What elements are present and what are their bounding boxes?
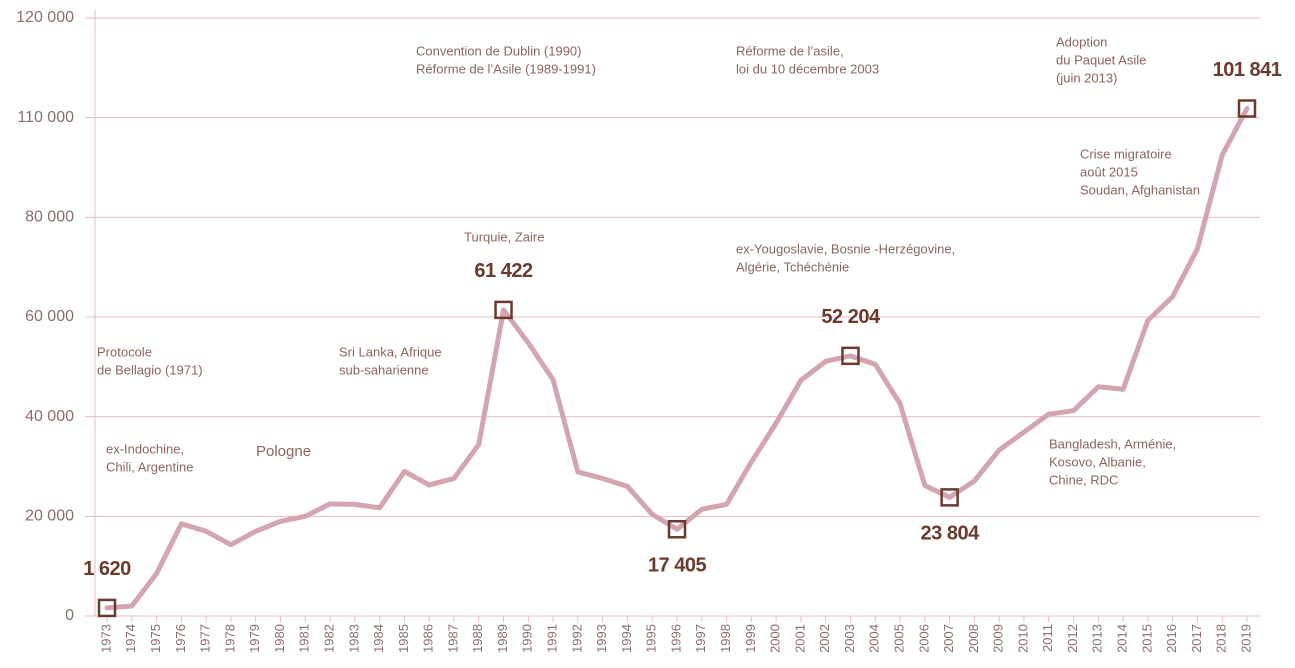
x-tick-label: 1973 xyxy=(98,624,113,653)
x-tick-label: 2017 xyxy=(1189,624,1204,653)
annotation: du Paquet Asile xyxy=(1056,52,1146,67)
x-tick-label: 2011 xyxy=(1040,624,1055,652)
x-tick-label: 2003 xyxy=(842,624,857,653)
x-tick-label: 2001 xyxy=(792,624,807,653)
y-tick-label: 80 000 xyxy=(25,209,74,226)
x-tick-label: 2014 xyxy=(1115,624,1130,653)
point-marker xyxy=(1237,99,1257,118)
x-tick-label: 2015 xyxy=(1139,624,1154,653)
x-tick-label: 1990 xyxy=(520,624,535,653)
data-label: 23 804 xyxy=(921,523,981,545)
x-tick-label: 1979 xyxy=(247,624,262,653)
x-tick-label: 2012 xyxy=(1065,624,1080,653)
annotation: Réforme de l’asile, xyxy=(736,43,844,58)
data-label: 1 620 xyxy=(83,558,131,580)
x-tick-label: 1991 xyxy=(545,624,560,653)
annotation: Chili, Argentine xyxy=(106,459,193,474)
x-tick-label: 1989 xyxy=(495,624,510,653)
annotation: Soudan, Afghanistan xyxy=(1080,182,1200,197)
x-tick-label: 1998 xyxy=(718,624,733,653)
y-tick-label: 120 000 xyxy=(16,9,74,26)
point-marker xyxy=(97,598,117,618)
x-tick-label: 2019 xyxy=(1238,624,1253,653)
x-tick-label: 2009 xyxy=(991,624,1006,653)
annotation: Algérie, Tchéchénie xyxy=(736,259,849,274)
y-tick-label: 0 xyxy=(65,607,74,624)
x-tick-label: 2008 xyxy=(966,624,981,653)
point-marker xyxy=(841,346,860,366)
x-tick-label: 1997 xyxy=(693,624,708,653)
annotation: (juin 2013) xyxy=(1056,70,1117,85)
data-label: 61 422 xyxy=(474,260,533,282)
x-tick-label: 1982 xyxy=(321,624,336,653)
x-tick-label: 1976 xyxy=(173,624,188,653)
annotation: Kosovo, Albanie, xyxy=(1049,454,1146,469)
point-marker xyxy=(667,520,687,539)
point-marker xyxy=(940,488,959,507)
annotation: Protocole xyxy=(97,344,152,359)
x-tick-label: 1988 xyxy=(470,624,485,653)
data-label: 101 841 xyxy=(1213,59,1282,81)
x-tick-label: 1981 xyxy=(297,624,312,653)
annotation: Adoption xyxy=(1056,34,1107,49)
annotation: ex-Indochine, xyxy=(106,441,184,456)
annotation: sub-saharienne xyxy=(339,362,429,377)
point-marker xyxy=(494,300,513,320)
x-tick-label: 1996 xyxy=(668,624,683,653)
x-tick-label: 1984 xyxy=(371,624,386,653)
annotation: Sri Lanka, Afrique xyxy=(339,344,442,359)
x-tick-label: 2004 xyxy=(867,624,882,653)
annotation: Crise migratoire xyxy=(1080,146,1172,161)
x-tick-label: 1974 xyxy=(123,624,138,653)
x-tick-label: 2002 xyxy=(817,624,832,653)
y-tick-label: 40 000 xyxy=(25,408,74,425)
x-tick-label: 2007 xyxy=(941,624,956,653)
annotation: Bangladesh, Arménie, xyxy=(1049,436,1176,451)
x-tick-label: 1985 xyxy=(396,624,411,653)
annotation: Réforme de l’Asile (1989-1991) xyxy=(416,61,596,76)
y-tick-label: 110 000 xyxy=(17,109,74,126)
annotation: août 2015 xyxy=(1080,164,1138,179)
x-tick-label: 2010 xyxy=(1015,624,1030,653)
x-tick-label: 1975 xyxy=(148,624,163,653)
x-tick-label: 1983 xyxy=(346,624,361,653)
x-tick-label: 1977 xyxy=(198,624,213,653)
x-tick-label: 1980 xyxy=(272,624,287,653)
annotation: de Bellagio (1971) xyxy=(97,362,203,377)
x-tick-label: 1986 xyxy=(421,624,436,653)
x-tick-label: 2016 xyxy=(1164,624,1179,653)
x-tick-label: 2000 xyxy=(768,624,783,653)
x-tick-label: 2005 xyxy=(891,624,906,653)
y-tick-label: 20 000 xyxy=(25,508,74,525)
x-tick-label: 2013 xyxy=(1090,624,1105,653)
x-tick-label: 2006 xyxy=(916,624,931,653)
x-tick-label: 2018 xyxy=(1214,624,1229,653)
annotation: Convention de Dublin (1990) xyxy=(416,43,582,58)
annotation: Turquie, Zaire xyxy=(464,229,544,244)
x-tick-label: 1992 xyxy=(569,624,584,653)
annotation: ex-Yougoslavie, Bosnie -Herzégovine, xyxy=(736,241,955,256)
data-label: 17 405 xyxy=(648,555,707,577)
x-tick-label: 1995 xyxy=(644,624,659,653)
y-tick-label: 60 000 xyxy=(25,308,74,325)
x-tick-label: 1994 xyxy=(619,624,634,653)
series-line xyxy=(104,105,1250,611)
annotation: loi du 10 décembre 2003 xyxy=(736,61,879,76)
data-label: 52 204 xyxy=(821,306,881,328)
x-tick-label: 1987 xyxy=(445,624,460,653)
x-tick-label: 1993 xyxy=(594,624,609,653)
annotation: Pologne xyxy=(256,443,311,460)
annotation: Chine, RDC xyxy=(1049,472,1118,487)
x-tick-label: 1978 xyxy=(222,624,237,653)
x-tick-label: 1999 xyxy=(743,624,758,653)
